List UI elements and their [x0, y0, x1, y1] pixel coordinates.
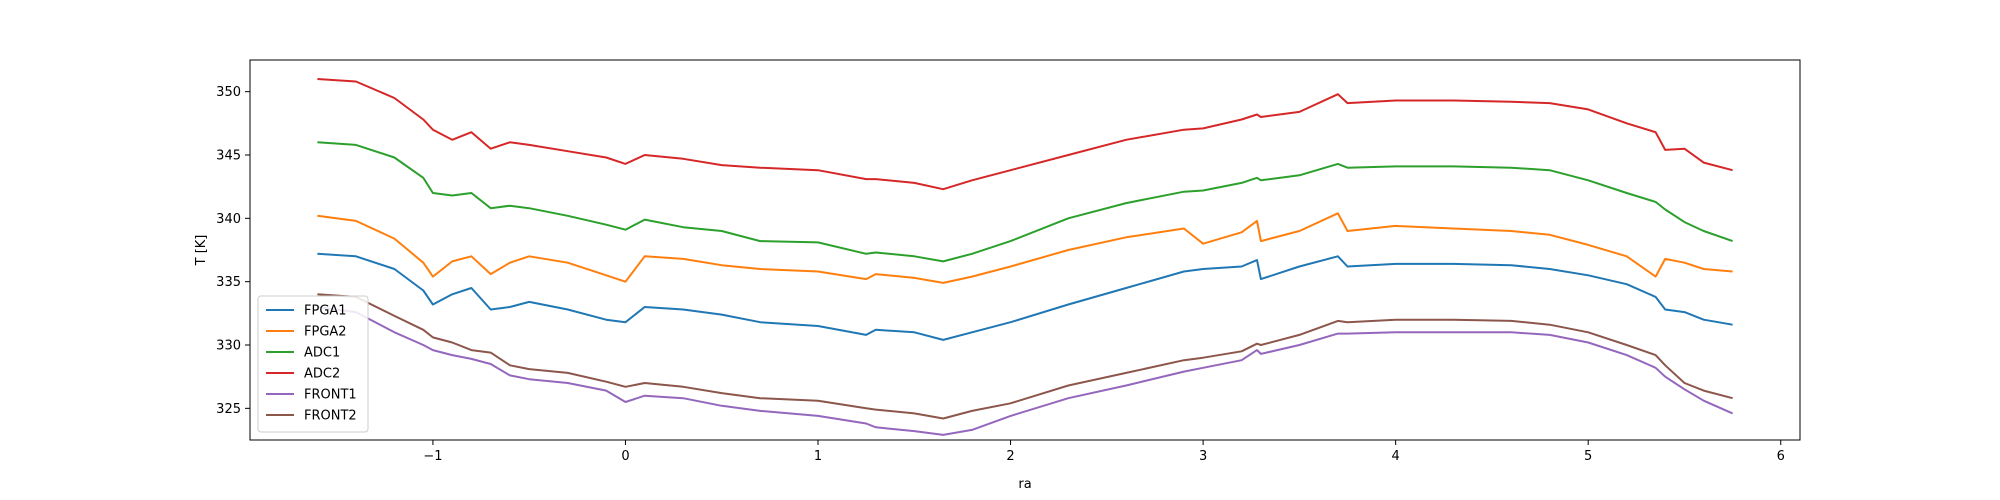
legend-label: ADC1: [304, 346, 340, 361]
legend-label: FRONT2: [304, 409, 357, 424]
y-tick-label: 345: [216, 149, 241, 164]
legend: FPGA1 FPGA2 ADC1 ADC2 FRONT1 FRONT2: [257, 295, 369, 433]
series-line-front1: [317, 306, 1734, 436]
x-tick-label: 5: [1584, 449, 1592, 464]
legend-label: FPGA2: [304, 325, 347, 340]
x-axis-label: ra: [1018, 477, 1031, 492]
legend-label: FRONT1: [304, 388, 357, 403]
series-line-fpga1: [317, 252, 1733, 341]
plot-frame: [249, 59, 1801, 441]
series-line-adc1: [317, 141, 1733, 263]
legend-label: FPGA1: [304, 304, 347, 319]
y-tick-label: 340: [216, 212, 241, 227]
x-tick-label: 3: [1199, 449, 1207, 464]
x-axis: −1 0 1 2 3 4 5 6: [423, 440, 1785, 464]
y-tick-label: 335: [216, 275, 241, 290]
plot-area: [250, 60, 1800, 440]
y-tick-label: 350: [216, 85, 241, 100]
series-line-fpga2: [317, 212, 1733, 284]
x-tick-label: −1: [423, 449, 442, 464]
y-tick-label: 325: [216, 402, 241, 417]
x-tick-label: 1: [814, 449, 822, 464]
legend-label: ADC2: [304, 367, 340, 382]
x-tick-label: 6: [1777, 449, 1785, 464]
series-layer: [317, 78, 1734, 436]
series-line-adc2: [317, 78, 1733, 191]
y-axis: 325 330 335 340 345 350: [216, 85, 250, 417]
x-tick-label: 2: [1006, 449, 1014, 464]
y-axis-label: T [K]: [194, 235, 209, 267]
x-tick-label: 0: [621, 449, 629, 464]
series-line-front2: [317, 293, 1733, 420]
y-tick-label: 330: [216, 339, 241, 354]
x-tick-label: 4: [1392, 449, 1400, 464]
